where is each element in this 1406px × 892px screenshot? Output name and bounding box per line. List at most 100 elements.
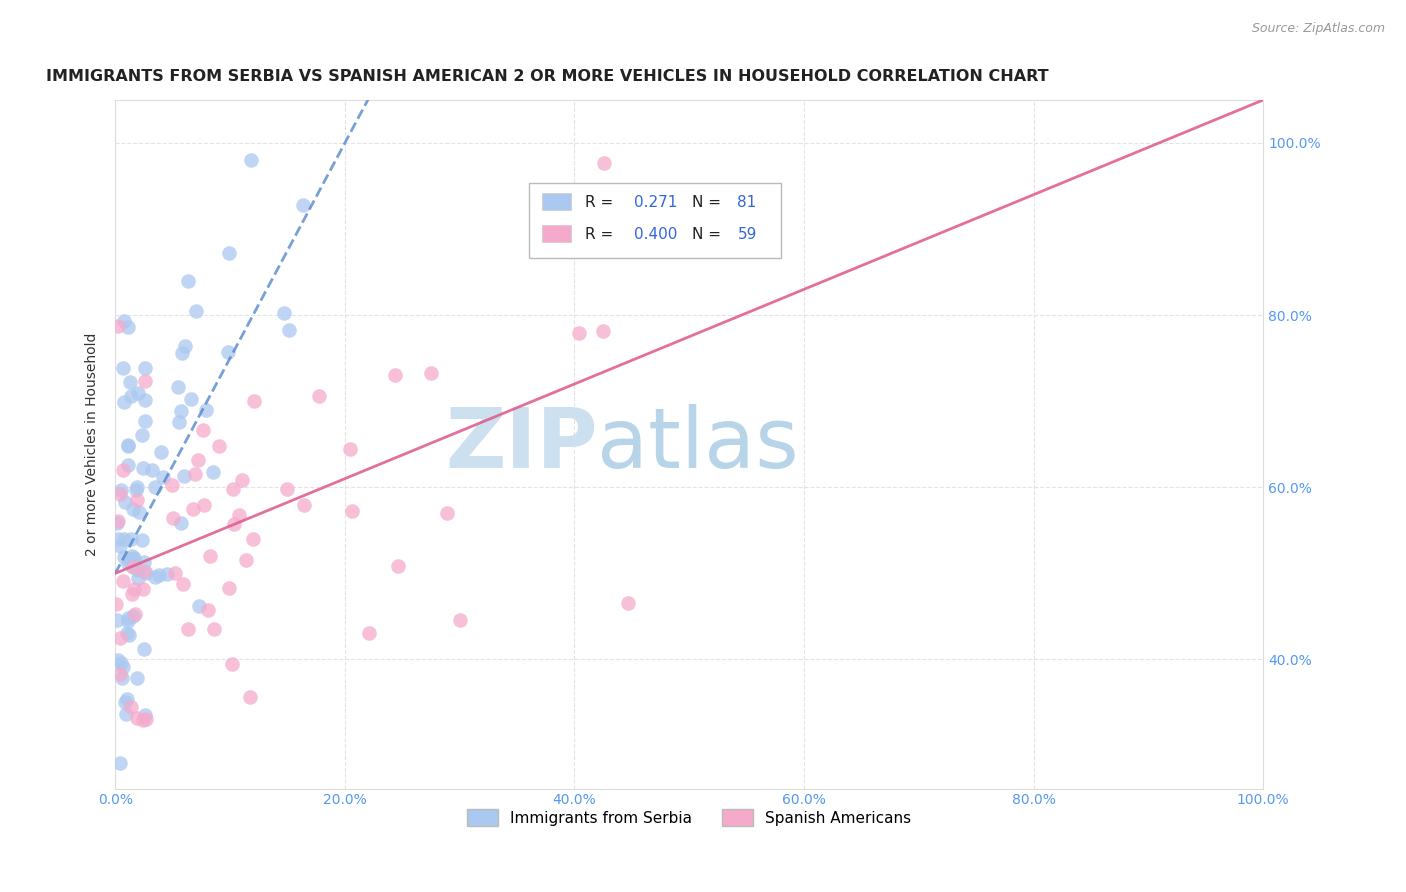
- Point: [132, 564, 155, 578]
- Text: 0.400: 0.400: [634, 227, 678, 243]
- Point: [221, 657, 243, 671]
- Point: [242, 532, 264, 546]
- Text: N =: N =: [692, 227, 725, 243]
- Text: Source: ZipAtlas.com: Source: ZipAtlas.com: [1251, 22, 1385, 36]
- Point: [117, 438, 139, 452]
- Point: [357, 625, 380, 640]
- Text: 81: 81: [738, 195, 756, 210]
- Point: [127, 386, 149, 401]
- Point: [127, 563, 149, 577]
- Point: [152, 470, 174, 484]
- Point: [170, 346, 193, 360]
- Point: [218, 581, 240, 595]
- Bar: [529, 183, 782, 259]
- Point: [160, 478, 183, 492]
- Point: [107, 515, 129, 529]
- Point: [134, 414, 156, 428]
- Point: [568, 326, 591, 341]
- Point: [243, 393, 266, 408]
- Point: [143, 570, 166, 584]
- Legend: Immigrants from Serbia, Spanish Americans: Immigrants from Serbia, Spanish American…: [461, 803, 918, 832]
- Point: [224, 516, 246, 531]
- Point: [184, 467, 207, 481]
- Point: [145, 480, 167, 494]
- Point: [120, 389, 142, 403]
- Point: [134, 393, 156, 408]
- Point: [124, 607, 146, 621]
- Point: [188, 599, 211, 614]
- Point: [134, 555, 156, 569]
- Point: [308, 389, 330, 403]
- Point: [172, 576, 194, 591]
- Point: [121, 502, 143, 516]
- Point: [592, 325, 614, 339]
- Point: [110, 656, 132, 670]
- Point: [121, 608, 143, 623]
- Point: [186, 304, 208, 318]
- Point: [291, 198, 314, 212]
- Point: [112, 463, 135, 477]
- Point: [278, 323, 301, 337]
- Point: [195, 403, 218, 417]
- Point: [273, 306, 295, 320]
- Point: [107, 652, 129, 666]
- Text: atlas: atlas: [598, 404, 799, 484]
- Point: [107, 532, 129, 546]
- Point: [340, 504, 363, 518]
- Point: [170, 403, 193, 417]
- Point: [156, 567, 179, 582]
- Point: [132, 582, 155, 597]
- Point: [122, 553, 145, 567]
- Point: [617, 596, 640, 610]
- Point: [115, 691, 138, 706]
- Point: [134, 361, 156, 376]
- Point: [231, 473, 253, 487]
- Text: 59: 59: [738, 227, 756, 243]
- Point: [148, 567, 170, 582]
- Point: [167, 415, 190, 429]
- Point: [120, 375, 142, 389]
- Bar: [543, 193, 571, 211]
- Point: [111, 361, 134, 376]
- Point: [228, 508, 250, 522]
- Point: [162, 511, 184, 525]
- Point: [187, 453, 209, 467]
- Point: [105, 516, 128, 531]
- Point: [117, 628, 139, 642]
- Point: [120, 551, 142, 566]
- Point: [198, 549, 221, 563]
- Point: [449, 613, 471, 627]
- Point: [112, 549, 135, 564]
- Point: [235, 552, 257, 566]
- Point: [173, 469, 195, 483]
- Point: [112, 395, 135, 409]
- Bar: [543, 226, 571, 243]
- Point: [239, 690, 262, 704]
- Point: [122, 550, 145, 565]
- Point: [339, 442, 361, 456]
- Point: [202, 623, 225, 637]
- Point: [222, 482, 245, 496]
- Point: [197, 603, 219, 617]
- Point: [121, 587, 143, 601]
- Point: [120, 532, 142, 546]
- Point: [180, 392, 202, 406]
- Point: [201, 465, 224, 479]
- Point: [131, 461, 153, 475]
- Point: [107, 318, 129, 333]
- Point: [110, 487, 132, 501]
- Point: [125, 492, 148, 507]
- Point: [114, 695, 136, 709]
- Point: [110, 483, 132, 498]
- Point: [292, 498, 315, 512]
- Point: [170, 516, 193, 531]
- Text: R =: R =: [585, 195, 617, 210]
- Point: [121, 559, 143, 574]
- Point: [121, 559, 143, 574]
- Text: N =: N =: [692, 195, 725, 210]
- Point: [134, 708, 156, 723]
- Point: [124, 582, 146, 596]
- Point: [131, 428, 153, 442]
- Text: R =: R =: [585, 227, 617, 243]
- Text: IMMIGRANTS FROM SERBIA VS SPANISH AMERICAN 2 OR MORE VEHICLES IN HOUSEHOLD CORRE: IMMIGRANTS FROM SERBIA VS SPANISH AMERIC…: [46, 69, 1049, 84]
